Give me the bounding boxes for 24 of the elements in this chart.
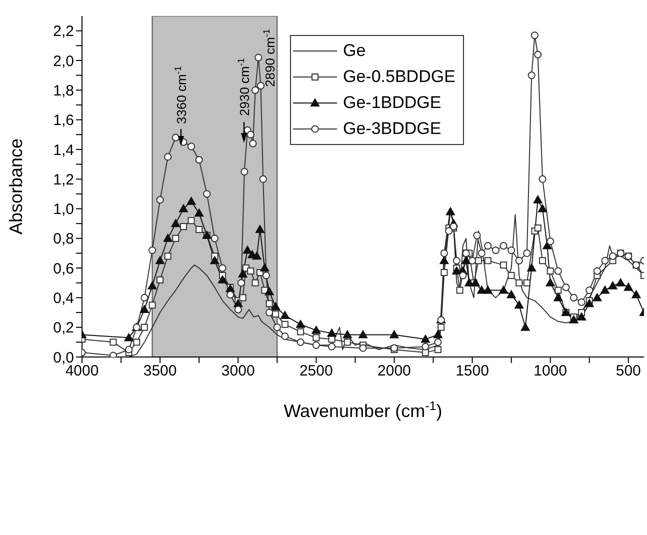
y-tick-label: 0,4 [53,290,74,308]
y-tick-label: 2,2 [53,23,74,40]
legend-label: Ge [343,40,366,62]
y-axis-title: Absorbance [6,138,26,235]
x-tick-label: 500 [616,362,641,380]
legend-label: Ge-1BDDGE [343,92,442,114]
x-tick-label: 2500 [299,362,333,380]
y-tick-label: 1,2 [53,171,74,188]
legend-label: Ge-3BDDGE [343,118,442,140]
x-axis-title: Wavenumber (cm$^{-1}$) [284,399,442,421]
x-tick-label: 3500 [143,362,177,380]
x-tick-label: 2000 [378,362,411,380]
y-tick-label: 0,8 [53,230,74,248]
y-tick-label: 0,2 [53,320,74,337]
y-tick-label: 1,6 [53,112,74,130]
legend-label: Ge-0.5BDDGE [343,66,456,88]
y-tick-label: 1,0 [53,201,74,218]
y-tick-label: 1,8 [53,82,74,100]
y-tick-label: 0,6 [53,260,74,278]
x-tick-label: 1500 [456,362,489,380]
x-tick-label: 3000 [221,362,255,380]
x-tick-label: 1000 [534,362,568,380]
y-tick-label: 2,0 [53,52,74,70]
y-tick-label: 1,4 [53,142,74,159]
